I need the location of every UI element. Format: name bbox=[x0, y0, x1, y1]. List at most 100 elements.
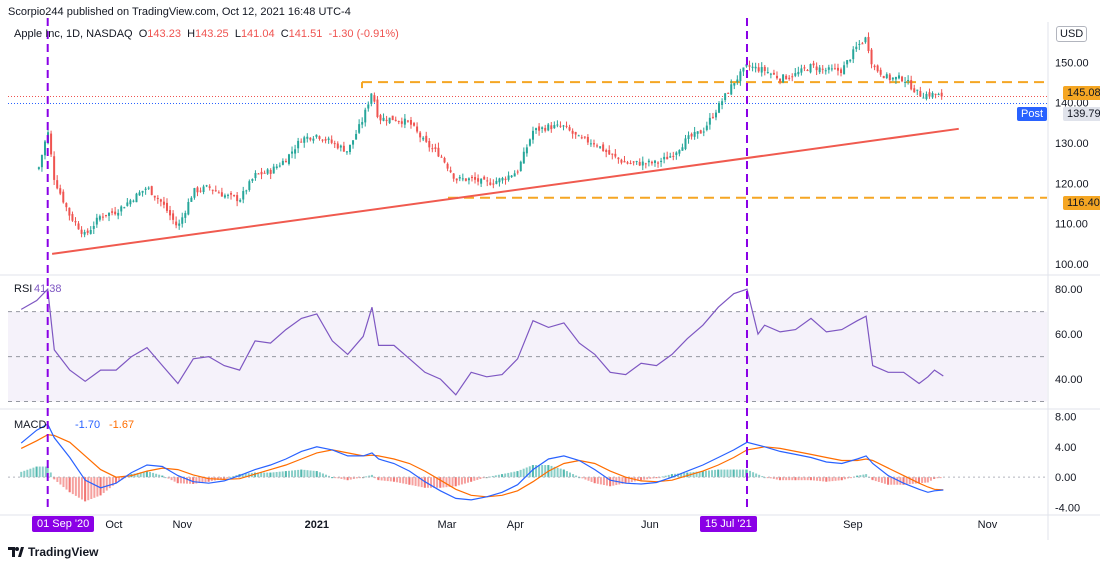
brand-name: TradingView bbox=[28, 545, 99, 559]
macd-histogram-bar bbox=[53, 477, 56, 480]
macd-histogram-bar bbox=[519, 469, 522, 478]
candle-body bbox=[617, 157, 620, 160]
date-tick-label: Apr bbox=[507, 519, 524, 531]
macd-histogram-bar bbox=[318, 472, 321, 478]
grid bbox=[0, 22, 1100, 540]
candle-body bbox=[486, 180, 489, 182]
macd-histogram-bar bbox=[386, 477, 389, 482]
price-tick-label: 120.00 bbox=[1055, 178, 1089, 190]
macd-histogram-bar bbox=[497, 474, 500, 478]
candle-body bbox=[373, 95, 376, 102]
candle-body bbox=[672, 155, 675, 157]
macd-histogram-bar bbox=[752, 472, 755, 478]
candle-body bbox=[123, 207, 126, 209]
candle-body bbox=[867, 36, 870, 51]
macd-histogram-bar bbox=[426, 477, 429, 488]
currency-button[interactable]: USD bbox=[1056, 26, 1088, 42]
macd-histogram-bar bbox=[139, 472, 142, 478]
candle-body bbox=[495, 180, 498, 184]
macd-histogram-bar bbox=[758, 474, 761, 478]
macd-histogram-bar bbox=[257, 472, 260, 478]
macd-histogram-bar bbox=[420, 477, 423, 488]
candle-body bbox=[635, 160, 638, 162]
candle-body bbox=[355, 133, 358, 140]
macd-histogram-bar bbox=[831, 477, 834, 482]
macd-histogram-bar bbox=[49, 472, 52, 478]
candle-body bbox=[940, 92, 943, 97]
candle-body bbox=[413, 123, 416, 126]
macd-histogram-bar bbox=[822, 477, 825, 482]
macd-histogram-bar bbox=[93, 477, 96, 498]
macd-histogram-bar bbox=[572, 474, 575, 478]
macd-histogram-bar bbox=[683, 472, 686, 478]
macd-histogram-bar bbox=[800, 477, 803, 481]
candle-body bbox=[132, 200, 135, 202]
tradingview-logo[interactable]: TradingView bbox=[8, 545, 98, 559]
candle-body bbox=[711, 116, 714, 118]
candle-body bbox=[827, 67, 830, 70]
macd-histogram-bar bbox=[707, 470, 710, 478]
macd-tick-label: -4.00 bbox=[1055, 502, 1080, 514]
candle-body bbox=[266, 169, 269, 174]
candle-body bbox=[919, 90, 922, 97]
macd-histogram-bar bbox=[528, 466, 531, 478]
macd-histogram-bar bbox=[813, 477, 816, 481]
macd-histogram-bar bbox=[68, 477, 71, 493]
macd-histogram-bar bbox=[179, 477, 182, 484]
candle-body bbox=[159, 199, 162, 202]
macd-histogram-bar bbox=[389, 477, 392, 482]
macd-histogram-bar bbox=[646, 477, 649, 480]
macd-histogram-bar bbox=[883, 477, 886, 484]
candle-body bbox=[37, 167, 40, 169]
candle-body bbox=[431, 148, 434, 150]
candle-body bbox=[705, 125, 708, 130]
macd-histogram-bar bbox=[343, 477, 346, 480]
macd-histogram-bar bbox=[749, 470, 752, 478]
macd-histogram-bar bbox=[281, 471, 284, 478]
price-tick-label: 130.00 bbox=[1055, 138, 1089, 150]
candle-body bbox=[507, 175, 510, 180]
price-tick-label: 150.00 bbox=[1055, 57, 1089, 69]
macd-histogram-bar bbox=[254, 472, 257, 478]
candle-body bbox=[352, 140, 355, 145]
candle-body bbox=[925, 94, 928, 99]
candle-body bbox=[922, 97, 925, 99]
candle-body bbox=[876, 65, 879, 72]
candle-body bbox=[138, 192, 141, 196]
candle-body bbox=[846, 60, 849, 65]
candle-body bbox=[156, 197, 159, 200]
macd-histogram-bar bbox=[324, 474, 327, 478]
signal-value: -1.67 bbox=[109, 419, 135, 431]
macd-histogram-bar bbox=[294, 470, 297, 478]
macd-title: MACD bbox=[14, 419, 47, 431]
macd-histogram-bar bbox=[65, 477, 68, 490]
candle-body bbox=[528, 139, 531, 146]
levels bbox=[8, 81, 1047, 255]
candle-body bbox=[757, 67, 760, 72]
macd-histogram-bar bbox=[161, 475, 164, 478]
candle-body bbox=[269, 170, 272, 174]
macd-histogram-bar bbox=[816, 477, 819, 481]
macd-histogram-bar bbox=[473, 477, 476, 481]
candle-body bbox=[440, 156, 443, 158]
candle-body bbox=[766, 71, 769, 73]
candle-body bbox=[208, 186, 211, 188]
close-value: 141.51 bbox=[288, 28, 323, 40]
candle-body bbox=[779, 78, 782, 82]
macd-histogram-bar bbox=[145, 471, 148, 478]
candle-body bbox=[400, 121, 403, 124]
published-line: Scorpio244 published on TradingView.com,… bbox=[8, 6, 351, 18]
macd-histogram-bar bbox=[720, 469, 723, 478]
candle-body bbox=[385, 119, 388, 122]
candle-body bbox=[345, 151, 348, 153]
date-tick-label: Nov bbox=[172, 519, 192, 531]
rsi-tick-label: 80.00 bbox=[1055, 284, 1083, 296]
candle-body bbox=[812, 63, 815, 66]
candle-body bbox=[501, 177, 504, 181]
macd-histogram-bar bbox=[219, 477, 222, 480]
macd-histogram-bar bbox=[38, 466, 41, 478]
candle-body bbox=[742, 67, 745, 72]
macd-histogram-bar bbox=[170, 477, 173, 481]
candle-body bbox=[342, 145, 345, 152]
